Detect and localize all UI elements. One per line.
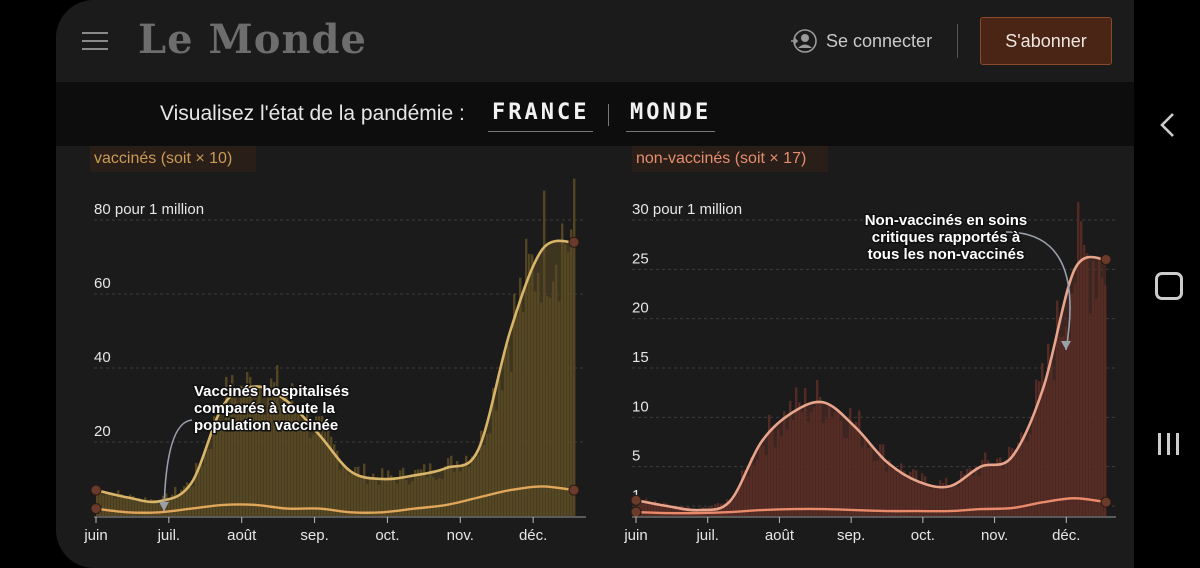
tab-france[interactable]: FRANCE bbox=[488, 96, 594, 132]
recent-apps-icon[interactable] bbox=[1157, 432, 1181, 456]
series-endpoint bbox=[90, 503, 102, 515]
x-tick-label: août bbox=[227, 527, 257, 544]
series-line-lower bbox=[635, 497, 1107, 515]
series-endpoint bbox=[90, 484, 102, 496]
charts-area: vaccinés (soit × 10) 80 pour 1 million 60 4… bbox=[83, 146, 1116, 544]
annotation-line: tous les non-vaccinés bbox=[868, 246, 1025, 263]
annotation-line: Non-vaccinés en soins bbox=[865, 212, 1028, 229]
x-tick-label: juil. bbox=[157, 527, 181, 544]
series-endpoint bbox=[1100, 253, 1112, 265]
y-tick-label: 60 bbox=[94, 275, 111, 292]
chart-title: vaccinés (soit × 10) bbox=[94, 150, 232, 167]
browser-viewport: Le Monde Se connecter S'abonner Visualis… bbox=[56, 0, 1134, 568]
series-endpoint bbox=[630, 494, 642, 506]
annotation-arrowhead bbox=[159, 502, 169, 511]
x-tick-label: oct. bbox=[375, 527, 399, 544]
chart-panel-unvaccinated: non-vaccinés (soit × 17) 30 pour 1 millio… bbox=[623, 146, 1116, 544]
x-tick-label: août bbox=[765, 527, 795, 544]
y-tick-label: 20 bbox=[94, 423, 111, 440]
series-endpoint bbox=[1100, 496, 1112, 508]
y-tick-label: 25 bbox=[632, 250, 649, 267]
site-logo[interactable]: Le Monde bbox=[138, 16, 367, 63]
x-tick-label: juin bbox=[83, 527, 107, 544]
y-tick-label: 80 pour 1 million bbox=[94, 201, 204, 218]
series-area bbox=[96, 240, 574, 516]
y-tick-label: 20 bbox=[632, 300, 649, 317]
y-tick-label: 5 bbox=[632, 448, 640, 465]
x-tick-label: oct. bbox=[911, 527, 935, 544]
x-tick-label: nov. bbox=[981, 527, 1008, 544]
x-tick-label: déc. bbox=[1052, 527, 1080, 544]
x-tick-label: déc. bbox=[519, 527, 547, 544]
y-tick-label: 30 pour 1 million bbox=[632, 201, 742, 218]
pandemic-nav-bar: Visualisez l'état de la pandémie : FRANC… bbox=[56, 82, 1134, 146]
tab-monde[interactable]: MONDE bbox=[626, 96, 716, 132]
site-header: Le Monde Se connecter S'abonner bbox=[56, 0, 1134, 82]
series-line-main bbox=[95, 239, 575, 504]
y-tick-label: 40 bbox=[94, 349, 111, 366]
series-area bbox=[636, 256, 1106, 516]
header-divider bbox=[957, 24, 958, 58]
x-tick-label: nov. bbox=[447, 527, 474, 544]
y-tick-label: 10 bbox=[632, 398, 649, 415]
x-tick-label: juil. bbox=[695, 527, 719, 544]
series-line-lower bbox=[95, 485, 575, 514]
annotation-arrowhead bbox=[1061, 341, 1071, 350]
x-tick-label: juin bbox=[623, 527, 647, 544]
login-label: Se connecter bbox=[826, 30, 933, 51]
pandemic-nav-label: Visualisez l'état de la pandémie : bbox=[160, 102, 465, 125]
series-endpoint bbox=[568, 236, 580, 248]
x-tick-label: sep. bbox=[837, 527, 865, 544]
login-link[interactable]: Se connecter bbox=[790, 29, 932, 53]
user-account-icon bbox=[791, 29, 817, 53]
chart-title-bg bbox=[90, 146, 256, 172]
x-tick-label: sep. bbox=[300, 527, 328, 544]
subscribe-button[interactable]: S'abonner bbox=[980, 17, 1112, 65]
annotation-line: Vaccinés hospitalisés bbox=[194, 383, 349, 400]
daily-bar bbox=[573, 178, 576, 516]
chart-panel-vaccinated: vaccinés (soit × 10) 80 pour 1 million 60 4… bbox=[83, 146, 586, 544]
annotation-line: critiques rapportés à bbox=[872, 229, 1021, 246]
annotation-text: Vaccinés hospitalisés comparés à toute la… bbox=[194, 383, 349, 434]
series-endpoint bbox=[568, 484, 580, 496]
chart-title-bg bbox=[632, 146, 828, 172]
tab-separator bbox=[608, 104, 609, 126]
hamburger-menu-icon[interactable] bbox=[82, 32, 108, 50]
annotation-line: comparés à toute la bbox=[194, 400, 336, 417]
y-tick-label: 15 bbox=[632, 349, 649, 366]
annotation-arrow bbox=[1005, 231, 1071, 351]
annotation-line: population vaccinée bbox=[194, 417, 338, 434]
series-line-main bbox=[635, 255, 1107, 512]
home-button[interactable] bbox=[1155, 272, 1183, 300]
annotation-arrow bbox=[163, 419, 193, 512]
series-endpoint bbox=[630, 506, 642, 518]
chart-title: non-vaccinés (soit × 17) bbox=[636, 150, 806, 167]
annotation-text: Non-vaccinés en soins critiques rapportés… bbox=[865, 212, 1028, 263]
back-chevron-icon[interactable] bbox=[1158, 112, 1178, 138]
